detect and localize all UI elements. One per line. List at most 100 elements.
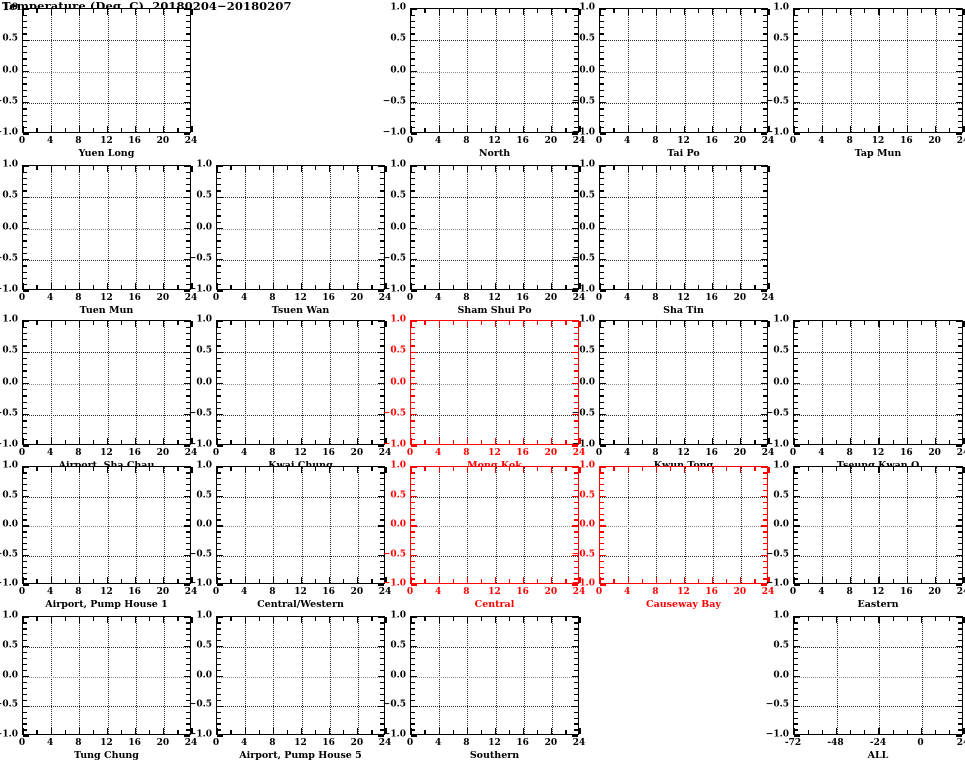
- y-tick: [956, 351, 962, 353]
- plot-area[interactable]: [410, 616, 581, 737]
- y-tick: [600, 45, 604, 48]
- y-tick: [217, 271, 221, 273]
- y-tick: [572, 554, 578, 557]
- plot-area[interactable]: [599, 466, 770, 586]
- y-tick: [217, 699, 221, 701]
- plot-area[interactable]: [793, 8, 965, 135]
- y-tick: [574, 120, 578, 123]
- y-tick: [23, 407, 27, 410]
- plot-area[interactable]: [216, 320, 387, 447]
- y-tick: [572, 495, 578, 498]
- gridline-horizontal: [794, 40, 962, 42]
- x-tick: [424, 9, 426, 13]
- plot-area[interactable]: [22, 616, 193, 737]
- plot-area[interactable]: [216, 616, 387, 737]
- x-tick: [551, 126, 553, 132]
- plot-area[interactable]: [793, 466, 965, 586]
- y-tick: [186, 687, 190, 690]
- y-tick: [761, 165, 767, 167]
- x-tick: [191, 9, 193, 15]
- x-tick: [920, 321, 923, 325]
- gridline-vertical: [163, 617, 165, 734]
- x-tick-label: 16: [128, 738, 141, 748]
- plot-area[interactable]: [410, 165, 581, 292]
- y-tick: [958, 663, 962, 666]
- y-tick: [184, 290, 190, 292]
- x-tick: [300, 283, 303, 289]
- plot-area[interactable]: [410, 8, 581, 135]
- x-tick: [821, 577, 823, 583]
- plot-area[interactable]: [599, 8, 770, 135]
- plot-area[interactable]: [22, 165, 193, 292]
- y-tick: [958, 127, 962, 129]
- x-tick: [22, 9, 24, 15]
- y-tick: [794, 95, 798, 98]
- plot-area[interactable]: [22, 466, 193, 586]
- y-tick: [600, 507, 604, 509]
- x-tick: [135, 126, 137, 132]
- x-tick-label: 16: [900, 136, 913, 146]
- gridline-vertical: [245, 166, 247, 289]
- x-tick-label: 16: [900, 587, 913, 597]
- y-tick-label: 0.5: [390, 190, 406, 201]
- gridline-vertical: [935, 321, 937, 444]
- x-tick: [579, 126, 581, 132]
- y-tick: [794, 525, 800, 527]
- x-tick: [613, 128, 615, 132]
- y-tick: [186, 572, 190, 574]
- plot-area[interactable]: [599, 165, 770, 292]
- plot-area[interactable]: [216, 466, 387, 586]
- x-tick: [935, 577, 937, 583]
- x-tick: [286, 166, 289, 170]
- plot-area[interactable]: [410, 320, 581, 447]
- y-tick-label: 0.5: [773, 640, 789, 651]
- y-tick: [761, 39, 767, 41]
- y-tick: [186, 681, 190, 684]
- gridline-horizontal: [600, 352, 767, 354]
- y-tick-label: 0.0: [390, 377, 406, 387]
- x-tick-label: 12: [871, 587, 885, 597]
- y-tick: [186, 234, 190, 236]
- y-tick: [794, 658, 798, 660]
- gridline-vertical: [879, 321, 880, 444]
- plot-area[interactable]: [22, 320, 193, 447]
- x-tick-label: 20: [928, 448, 941, 458]
- y-tick: [411, 14, 415, 16]
- x-tick: [371, 440, 373, 444]
- y-tick: [411, 566, 415, 568]
- y-tick: [600, 445, 606, 447]
- y-tick-label: −0.5: [188, 549, 212, 559]
- plot-area[interactable]: [599, 320, 770, 447]
- gridline-vertical: [245, 467, 247, 583]
- y-tick: [411, 234, 415, 236]
- plot-area[interactable]: [410, 466, 581, 586]
- plot-area[interactable]: [793, 320, 965, 447]
- x-tick: [655, 9, 657, 15]
- x-tick: [878, 126, 880, 132]
- gridline-horizontal: [217, 706, 384, 708]
- y-tick: [763, 215, 767, 217]
- x-tick: [523, 617, 525, 623]
- plot-area[interactable]: [216, 165, 387, 292]
- x-tick: [22, 126, 24, 132]
- gridline-horizontal: [217, 676, 384, 678]
- y-tick: [574, 234, 578, 236]
- x-tick: [50, 577, 52, 583]
- x-tick: [92, 321, 95, 325]
- y-tick: [23, 543, 27, 545]
- plot-area[interactable]: [22, 8, 193, 135]
- y-tick: [574, 717, 578, 719]
- y-tick: [217, 234, 221, 236]
- y-tick: [186, 215, 190, 217]
- gridline-horizontal: [794, 383, 962, 385]
- plot-area[interactable]: [793, 616, 965, 737]
- y-tick: [956, 466, 962, 468]
- y-tick: [958, 658, 962, 660]
- x-tick-label: 4: [47, 587, 54, 597]
- x-tick-label: 8: [75, 738, 82, 748]
- y-tick: [600, 259, 606, 261]
- y-tick: [217, 414, 223, 416]
- y-tick: [794, 27, 798, 29]
- x-tick-label: 0: [18, 448, 26, 458]
- x-tick-label: 24: [761, 136, 775, 146]
